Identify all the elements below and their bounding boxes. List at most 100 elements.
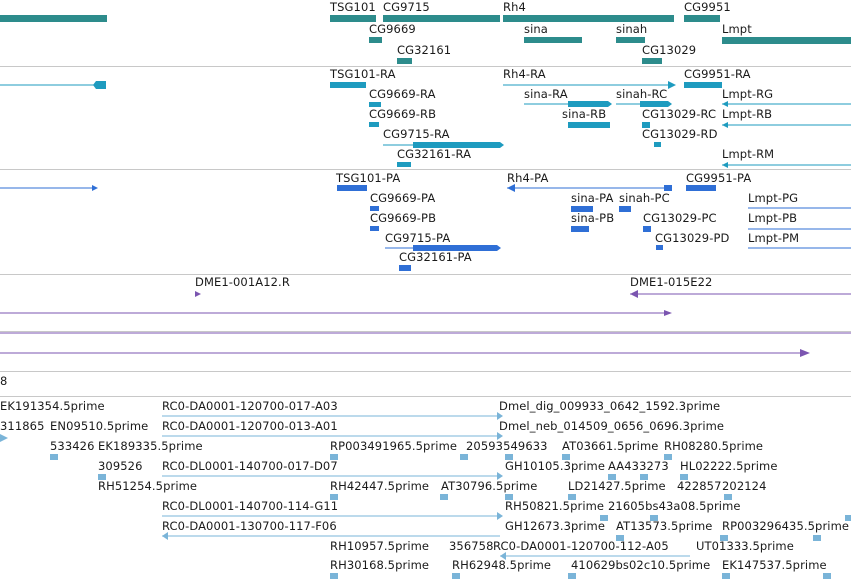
est-label[interactable]: RH62948.5prime xyxy=(452,558,552,572)
track-separator xyxy=(0,274,851,275)
protein-label[interactable]: Lmpt-PB xyxy=(748,211,798,225)
clone-label[interactable]: DME1-015E22 xyxy=(630,275,713,289)
partial-track-label: 8 xyxy=(0,374,8,388)
clone-glyph xyxy=(195,291,201,297)
gene-glyph xyxy=(503,15,674,22)
est-label[interactable]: 410629bs02c10.5prime xyxy=(571,558,711,572)
est-label[interactable]: RH50821.5prime xyxy=(505,499,605,513)
gene-label[interactable]: CG9669 xyxy=(369,22,416,36)
est-label[interactable]: EN09510.5prime xyxy=(50,419,149,433)
gene-label[interactable]: Lmpt xyxy=(722,22,752,36)
est-label[interactable]: AA433273 xyxy=(608,459,669,473)
protein-label[interactable]: CG9715-PA xyxy=(385,231,451,245)
protein-label[interactable]: CG13029-PD xyxy=(655,231,730,245)
protein-glyph xyxy=(399,265,411,271)
est-label[interactable]: AT13573.5prime xyxy=(616,519,713,533)
protein-glyph xyxy=(643,226,651,232)
protein-label[interactable]: Lmpt-PM xyxy=(748,231,800,245)
transcript-glyph xyxy=(369,102,381,107)
clone-label[interactable]: DME1-001A12.R xyxy=(195,275,290,289)
transcript-label[interactable]: Rh4-RA xyxy=(503,67,546,81)
est-label[interactable]: EK191354.5prime xyxy=(0,399,105,413)
protein-glyph xyxy=(337,185,367,191)
transcript-label[interactable]: CG9669-RB xyxy=(369,107,437,121)
transcript-label[interactable]: sina-RA xyxy=(524,87,568,101)
est-label[interactable]: AT30796.5prime xyxy=(441,479,538,493)
gene-label[interactable]: TSG101 xyxy=(330,0,376,14)
est-label[interactable]: RP003491965.5prime xyxy=(330,439,458,453)
gene-label[interactable]: CG9715 xyxy=(383,0,430,14)
protein-glyph xyxy=(619,206,631,212)
est-label[interactable]: RC0-DA0001-120700-112-A05 xyxy=(493,539,669,553)
est-label[interactable]: 356758 xyxy=(449,539,494,553)
est-label[interactable]: 533426 xyxy=(50,439,95,453)
transcript-label[interactable]: CG13029-RD xyxy=(642,127,718,141)
est-label[interactable]: RC0-DL0001-140700-114-G11 xyxy=(162,499,339,513)
est-label[interactable]: Dmel_neb_014509_0656_0696.3prime xyxy=(499,419,725,433)
est-label[interactable]: RC0-DA0001-120700-013-A01 xyxy=(162,419,338,433)
est-label[interactable]: RH51254.5prime xyxy=(98,479,198,493)
protein-label[interactable]: CG9669-PB xyxy=(370,211,437,225)
transcript-label[interactable]: CG9669-RA xyxy=(369,87,436,101)
transcript-label[interactable]: CG9715-RA xyxy=(383,127,450,141)
est-label[interactable]: AT03661.5prime xyxy=(562,439,659,453)
transcript-label[interactable]: CG32161-RA xyxy=(397,147,472,161)
protein-label[interactable]: TSG101-PA xyxy=(336,171,401,185)
est-label[interactable]: RC0-DA0001-130700-117-F06 xyxy=(162,519,337,533)
est-label[interactable]: RC0-DA0001-120700-017-A03 xyxy=(162,399,338,413)
est-label[interactable]: RH42447.5prime xyxy=(330,479,430,493)
protein-label[interactable]: CG9669-PA xyxy=(370,191,436,205)
est-label[interactable]: EK147537.5prime xyxy=(722,558,827,572)
protein-label[interactable]: sinah-PC xyxy=(619,191,670,205)
protein-label[interactable]: Rh4-PA xyxy=(507,171,549,185)
transcript-label[interactable]: Lmpt-RB xyxy=(722,107,773,121)
transcript-label[interactable]: CG13029-RC xyxy=(642,107,717,121)
protein-label[interactable]: sina-PB xyxy=(571,211,615,225)
protein-label[interactable]: CG32161-PA xyxy=(399,250,472,264)
transcript-label[interactable]: sina-RB xyxy=(562,107,607,121)
gene-glyph xyxy=(616,37,645,43)
est-label[interactable]: Dmel_dig_009933_0642_1592.3prime xyxy=(499,399,721,413)
est-label[interactable]: UT01333.5prime xyxy=(696,539,794,553)
gene-glyph xyxy=(524,37,582,43)
protein-label[interactable]: Lmpt-PG xyxy=(748,191,799,205)
protein-label[interactable]: sina-PA xyxy=(571,191,614,205)
est-label[interactable]: RH30168.5prime xyxy=(330,558,430,572)
est-label[interactable]: GH10105.3prime xyxy=(505,459,606,473)
est-label[interactable]: 21605bs43a08.5prime xyxy=(608,499,741,513)
transcript-glyph xyxy=(642,122,650,128)
est-label[interactable]: RC0-DL0001-140700-017-D07 xyxy=(162,459,338,473)
transcript-glyph xyxy=(413,142,475,148)
gene-label[interactable]: CG13029 xyxy=(642,43,697,57)
transcript-label[interactable]: sinah-RC xyxy=(616,87,668,101)
transcript-label[interactable]: Lmpt-RM xyxy=(722,147,775,161)
protein-label[interactable]: CG13029-PC xyxy=(643,211,717,225)
est-label[interactable]: 309526 xyxy=(98,459,143,473)
est-label[interactable]: LD21427.5prime xyxy=(568,479,666,493)
gene-label[interactable]: Rh4 xyxy=(503,0,526,14)
transcript-label[interactable]: CG9951-RA xyxy=(684,67,751,81)
est-label[interactable]: HL02222.5prime xyxy=(680,459,778,473)
gene-label[interactable]: CG9951 xyxy=(684,0,731,14)
transcript-label[interactable]: TSG101-RA xyxy=(330,67,396,81)
gene-label[interactable]: sina xyxy=(524,22,548,36)
track-separator xyxy=(0,371,851,372)
est-label[interactable]: 311865 xyxy=(0,419,45,433)
est-label[interactable]: GH12673.3prime xyxy=(505,519,606,533)
track-separator xyxy=(0,169,851,170)
transcript-label[interactable]: Lmpt-RG xyxy=(722,87,774,101)
est-label[interactable]: EK189335.5prime xyxy=(98,439,203,453)
protein-glyph xyxy=(571,226,589,232)
gene-label[interactable]: sinah xyxy=(616,22,648,36)
gene-label[interactable]: CG32161 xyxy=(397,43,452,57)
track-separator xyxy=(0,66,851,67)
est-label[interactable]: 202124 xyxy=(722,479,767,493)
est-label[interactable]: RP003296435.5prime xyxy=(722,519,850,533)
gene-glyph xyxy=(369,37,382,43)
est-label[interactable]: RH10957.5prime xyxy=(330,539,430,553)
protein-glyph xyxy=(370,226,379,231)
protein-label[interactable]: CG9951-PA xyxy=(686,171,752,185)
est-label[interactable]: 422857 xyxy=(677,479,722,493)
est-label[interactable]: RH08280.5prime xyxy=(664,439,764,453)
est-label[interactable]: 20593549633 xyxy=(466,439,548,453)
